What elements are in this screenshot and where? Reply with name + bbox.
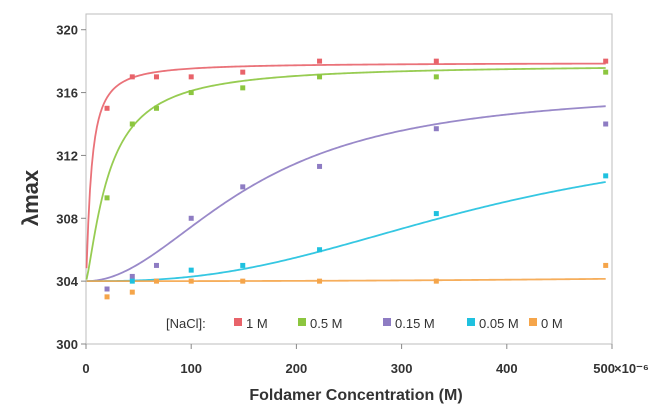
legend-title: [NaCl]: [166,316,206,331]
fit-curve-1-M [85,62,606,269]
x-axis-scale-label: ×10⁻⁶ [614,361,649,376]
data-point [104,294,110,300]
fit-curve-0.05-M [86,181,606,283]
legend-swatch [234,318,242,326]
data-point [129,121,135,127]
legend-entry: 0 M [541,316,563,331]
data-point [129,74,135,80]
data-point [240,184,246,190]
data-point [603,121,609,127]
data-point [317,74,323,80]
legend-swatch [467,318,475,326]
data-point [153,262,159,268]
data-points [104,58,609,300]
x-tick-label: 100 [180,361,202,376]
x-tick-label: 300 [391,361,413,376]
y-tick-label: 312 [56,148,78,163]
data-point [188,90,194,96]
x-tick-label: 400 [496,361,518,376]
legend-entry: 0.5 M [310,316,343,331]
data-point [153,105,159,111]
data-point [433,58,439,64]
legend: [NaCl]: 1 M 0.5 M 0.15 M 0.05 M 0 M [160,309,563,337]
data-point [433,126,439,132]
data-point [603,262,609,268]
data-point [104,105,110,111]
data-point [603,69,609,75]
x-tick-label: 0 [82,361,89,376]
data-point [240,262,246,268]
y-tick-label: 304 [56,274,78,289]
data-point [603,58,609,64]
legend-swatch [298,318,306,326]
y-tick-label: 300 [56,337,78,352]
legend-entry: 1 M [246,316,268,331]
data-point [433,211,439,217]
data-point [104,195,110,201]
x-tick-label: 200 [286,361,308,376]
data-point [240,278,246,284]
data-point [317,278,323,284]
data-point [317,163,323,169]
data-point [433,278,439,284]
x-tick-label: 500 [593,361,615,376]
y-tick-label: 316 [56,86,78,101]
fit-curve-0-M [86,277,606,283]
y-tick-label: 308 [56,211,78,226]
data-point [317,58,323,64]
fit-curve-0.15-M [86,105,606,283]
data-point [188,267,194,273]
y-axis-label: λmax [18,169,43,226]
data-point [240,85,246,91]
data-point [603,173,609,179]
data-point [129,273,135,279]
legend-entry: 0.05 M [479,316,519,331]
data-point [433,74,439,80]
data-point [188,215,194,221]
fit-curve-0.5-M [85,67,606,280]
data-point [129,289,135,295]
legend-box [160,309,552,337]
legend-swatch [383,318,391,326]
fit-curves [85,62,606,283]
legend-swatch [529,318,537,326]
data-point [188,74,194,80]
legend-entry: 0.15 M [395,316,435,331]
axes: 300 304 308 312 316 320 0 100 200 300 400 500 [56,13,615,376]
plot-frame [85,13,613,345]
data-point [104,286,110,292]
data-point [153,278,159,284]
x-axis-label: Foldamer Concentration (M) [249,387,462,404]
data-point [129,278,135,284]
data-point [317,247,323,253]
data-point [153,74,159,80]
data-point [240,69,246,75]
data-point [188,278,194,284]
y-tick-label: 320 [56,23,78,38]
